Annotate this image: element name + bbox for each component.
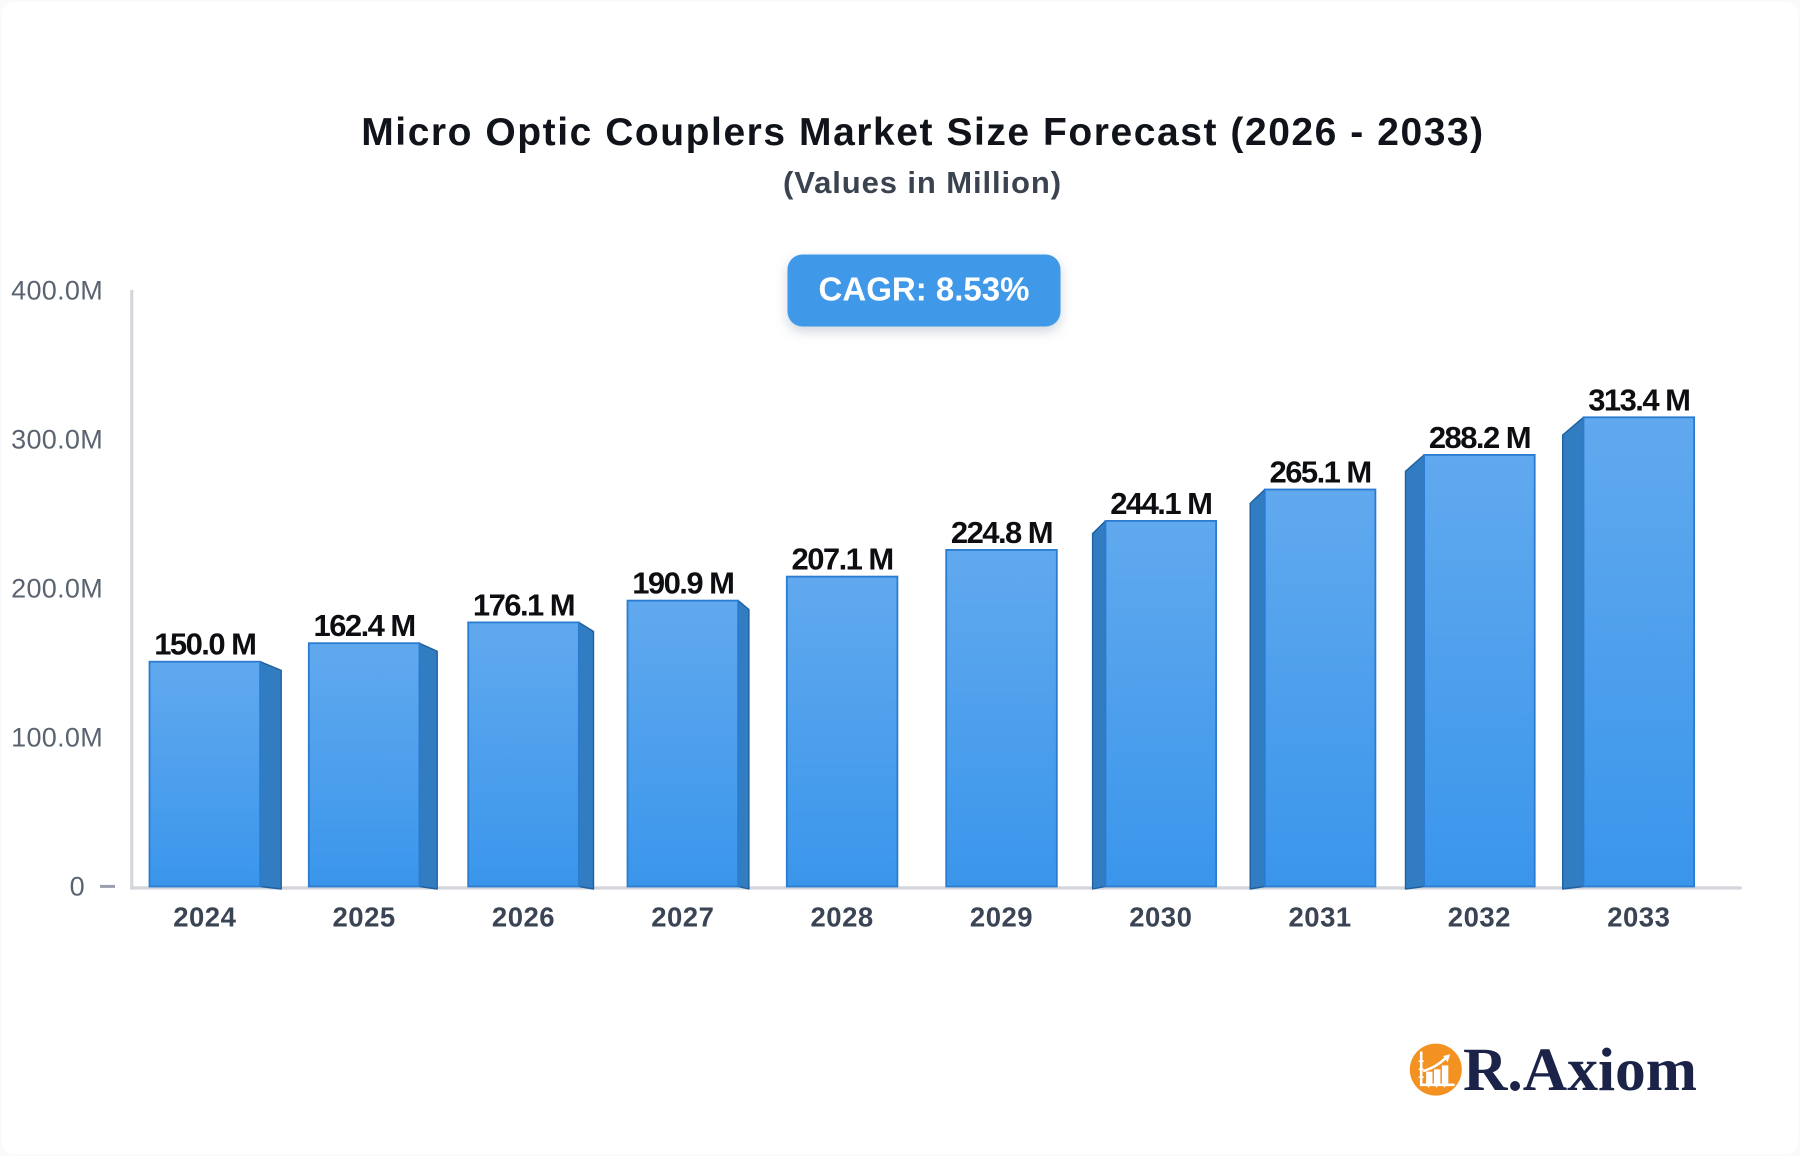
- svg-text:2028: 2028: [811, 902, 874, 933]
- svg-text:2030: 2030: [1129, 902, 1192, 933]
- svg-text:(Values in Million): (Values in Million): [783, 165, 1062, 200]
- svg-text:150.0 M: 150.0 M: [154, 627, 255, 662]
- svg-text:313.4 M: 313.4 M: [1588, 382, 1689, 417]
- svg-text:300.0M: 300.0M: [11, 424, 103, 454]
- svg-text:400.0M: 400.0M: [11, 275, 103, 305]
- svg-text:176.1 M: 176.1 M: [473, 587, 574, 622]
- svg-text:162.4 M: 162.4 M: [314, 608, 415, 643]
- svg-text:2024: 2024: [173, 902, 236, 933]
- svg-text:190.9 M: 190.9 M: [632, 566, 733, 601]
- svg-text:2032: 2032: [1448, 902, 1511, 933]
- svg-text:2031: 2031: [1289, 902, 1352, 933]
- svg-text:100.0M: 100.0M: [11, 722, 103, 752]
- svg-text:244.1 M: 244.1 M: [1110, 486, 1211, 521]
- svg-text:207.1 M: 207.1 M: [792, 542, 893, 577]
- svg-text:288.2 M: 288.2 M: [1429, 420, 1530, 455]
- svg-text:200.0M: 200.0M: [11, 573, 103, 603]
- svg-text:2033: 2033: [1607, 902, 1670, 933]
- svg-text:2029: 2029: [970, 902, 1033, 933]
- svg-text:2025: 2025: [333, 902, 396, 933]
- svg-text:0: 0: [70, 871, 85, 901]
- svg-text:2027: 2027: [651, 902, 714, 933]
- svg-text:R.Axiom: R.Axiom: [1463, 1036, 1697, 1104]
- svg-text:CAGR: 8.53%: CAGR: 8.53%: [819, 271, 1030, 308]
- svg-text:265.1 M: 265.1 M: [1270, 455, 1371, 490]
- svg-text:2026: 2026: [492, 902, 555, 933]
- svg-text:224.8 M: 224.8 M: [951, 515, 1052, 550]
- svg-text:Micro Optic Couplers Market Si: Micro Optic Couplers Market Size Forecas…: [361, 111, 1484, 154]
